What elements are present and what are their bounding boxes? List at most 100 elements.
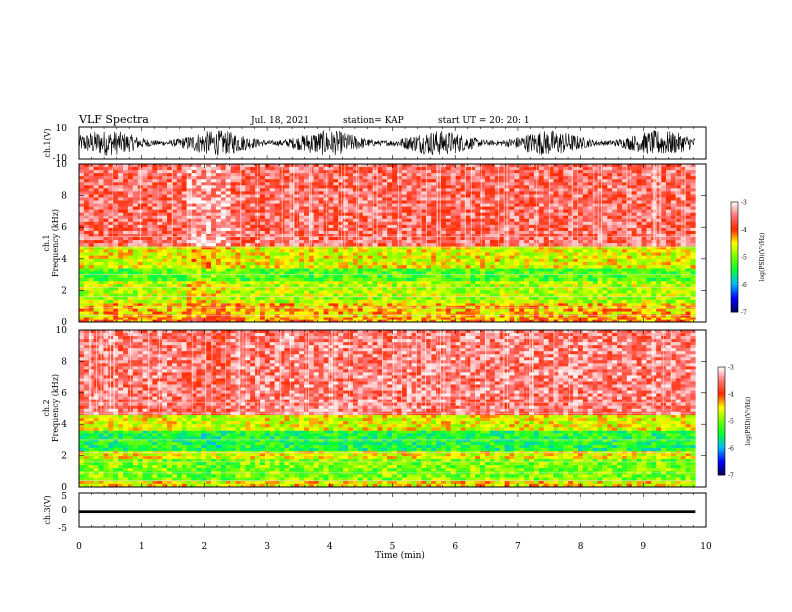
- spectrogram-cell: [377, 284, 383, 288]
- spectrogram-cell: [294, 167, 300, 171]
- spectrogram-cell: [573, 261, 579, 266]
- spectrogram-cell: [79, 188, 85, 192]
- spectrogram-cell: [201, 319, 207, 323]
- spectrogram-cell: [665, 296, 672, 301]
- spectrogram-cell: [411, 305, 417, 310]
- spectrogram-cell: [308, 293, 315, 298]
- spectrogram-cell: [103, 240, 109, 244]
- spectrogram-cell: [352, 173, 359, 177]
- spectrogram-cell: [352, 277, 359, 282]
- spectrogram-cell: [171, 173, 178, 177]
- spectrogram-cell: [215, 305, 222, 310]
- spectrogram-cell: [406, 311, 412, 315]
- spectrogram-cell: [103, 176, 109, 180]
- spectrogram-cell: [132, 224, 138, 229]
- spectrogram-cell: [152, 221, 158, 226]
- spectrogram-cell: [245, 221, 251, 226]
- spectrogram-cell: [211, 185, 217, 189]
- spectrogram-cell: [313, 218, 319, 223]
- spectrogram-cell: [357, 271, 364, 275]
- spectrogram-cell: [211, 243, 217, 247]
- spectrogram-cell: [284, 305, 290, 310]
- spectrogram-cell: [220, 293, 227, 298]
- spectrogram-cell: [230, 215, 236, 220]
- spectrogram-cell: [592, 308, 598, 312]
- spectrogram-cell: [533, 255, 540, 260]
- spectrogram-cell: [240, 277, 246, 282]
- spectrogram-cell: [343, 194, 349, 198]
- spectrogram-cell: [426, 303, 432, 307]
- spectrogram-cell: [220, 252, 227, 256]
- spectrogram-cell: [79, 176, 85, 180]
- spectrogram-cell: [382, 191, 388, 195]
- spectrogram-cell: [167, 293, 173, 298]
- spectrogram-cell: [382, 299, 388, 304]
- spectrogram-cell: [568, 277, 574, 282]
- spectrogram-cell: [333, 296, 339, 301]
- spectrogram-cell: [494, 317, 500, 320]
- spectrogram-cell: [504, 274, 510, 279]
- spectrogram-cell: [250, 230, 256, 235]
- spectrogram-cell: [489, 319, 496, 323]
- spectrogram-cell: [382, 176, 388, 180]
- spectrogram-cell: [514, 311, 520, 315]
- spectrogram-cell: [103, 206, 109, 210]
- spectrogram-cell: [181, 243, 187, 247]
- spectrogram-cell: [362, 284, 368, 288]
- spectrogram-cell: [113, 191, 119, 195]
- spectrogram-cell: [186, 173, 192, 177]
- spectrogram-cell: [304, 209, 310, 213]
- spectrogram-cell: [514, 319, 520, 323]
- spectrogram-cell: [167, 188, 173, 192]
- spectrogram-cell: [367, 191, 373, 195]
- spectrogram-cell: [113, 293, 119, 298]
- spectrogram-cell: [362, 299, 368, 304]
- spectrogram-cell: [313, 179, 319, 183]
- spectrogram-cell: [348, 209, 354, 213]
- spectrogram-cell: [514, 277, 520, 282]
- spectrogram-cell: [641, 271, 647, 275]
- spectrogram-cell: [582, 252, 589, 256]
- spectrogram-cell: [450, 287, 456, 291]
- spectrogram-cell: [79, 255, 85, 260]
- spectrogram-cell: [440, 290, 447, 294]
- spectrogram-cell: [577, 290, 584, 294]
- spectrogram-cell: [323, 280, 329, 285]
- spectrogram-cell: [670, 311, 677, 315]
- spectrogram-cell: [93, 215, 99, 220]
- spectrogram-cell: [83, 194, 90, 198]
- spectrogram-cell: [93, 227, 99, 232]
- spectrogram-cell: [294, 209, 300, 213]
- spectrogram-cell: [680, 277, 686, 282]
- spectrogram-cell: [235, 290, 241, 294]
- spectrogram-cell: [680, 299, 686, 304]
- spectrogram-cell: [661, 296, 667, 301]
- spectrogram-cell: [333, 230, 339, 235]
- spectrogram-cell: [98, 224, 104, 229]
- spectrogram-cell: [387, 215, 393, 220]
- spectrogram-cell: [211, 230, 217, 235]
- spectrogram-cell: [98, 249, 104, 253]
- spectrogram-cell: [196, 255, 202, 260]
- spectrogram-cell: [626, 305, 633, 310]
- spectrogram-cell: [450, 314, 456, 318]
- spectrogram-cell: [426, 290, 432, 294]
- spectrogram-cell: [181, 255, 187, 260]
- spectrogram-cell: [333, 252, 339, 256]
- spectrogram-cell: [617, 293, 623, 298]
- spectrogram-cell: [372, 206, 378, 210]
- spectrogram-cell: [245, 185, 251, 189]
- spectrogram-cell: [299, 280, 305, 285]
- spectrogram-cell: [245, 290, 251, 294]
- spectrogram-cell: [553, 317, 559, 320]
- spectrogram-cell: [475, 287, 481, 291]
- spectrogram-cell: [470, 308, 476, 312]
- spectrogram-cell: [382, 203, 388, 207]
- spectrogram-cell: [245, 167, 251, 171]
- spectrogram-cell: [127, 227, 134, 232]
- spectrogram-cell: [230, 277, 236, 282]
- spectrogram-cell: [543, 293, 549, 298]
- spectrogram-cell: [387, 194, 393, 198]
- spectrogram-cell: [426, 252, 432, 256]
- spectrogram-cell: [382, 255, 388, 260]
